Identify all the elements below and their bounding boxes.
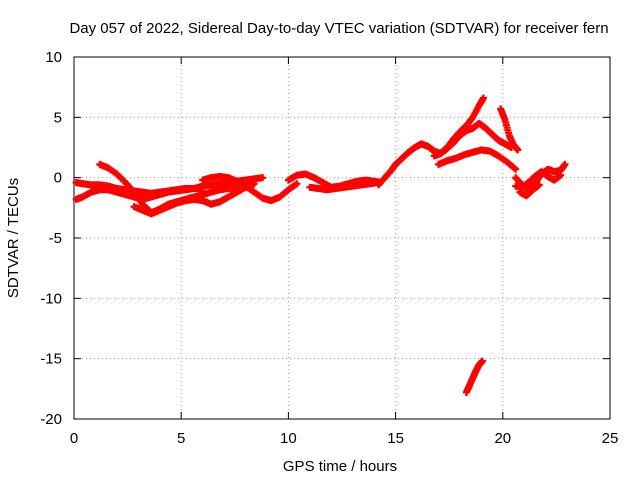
series-arc-14 [516,181,543,200]
data-point [557,171,565,179]
x-tick-label: 10 [280,430,297,447]
data-point [259,174,267,182]
x-tick-label: 5 [177,430,185,447]
y-tick-label: 5 [54,109,62,126]
y-axis-label: SDTVAR / TECUs [5,178,22,298]
y-tick-label: -15 [40,351,62,368]
data-point [250,180,258,188]
x-tick-label: 25 [602,430,619,447]
x-tick-label: 20 [494,430,511,447]
series-arc-13 [512,168,565,191]
series-arc-11 [497,105,522,154]
x-tick-label: 15 [387,430,404,447]
series-arc-4 [130,180,258,218]
series-arc-10 [434,146,520,173]
y-tick-label: 0 [54,170,62,187]
y-axis: -20 -15 -10 -5 0 5 10 [40,49,610,428]
data-point [480,94,488,102]
series-arc-5 [199,172,301,205]
series-arc-8 [374,94,488,189]
data-point [478,357,486,365]
series-arc-7 [306,178,382,194]
y-tick-label: -5 [49,230,62,247]
x-tick-label: 0 [70,430,78,447]
series-arc-9 [430,119,515,160]
data-point [561,160,569,168]
data-point [535,181,543,189]
x-axis: 0 5 10 15 20 25 [70,57,619,447]
chart-title: Day 057 of 2022, Sidereal Day-to-day VTE… [69,20,608,37]
y-tick-label: -20 [40,411,62,428]
y-tick-label: -10 [40,290,62,307]
x-axis-label: GPS time / hours [283,458,397,475]
grid [74,57,610,419]
data-point [293,180,301,188]
data-point [199,185,207,193]
data-series [72,94,569,396]
data-point [512,165,520,173]
data-point [514,146,522,154]
series-arc-15 [462,357,486,396]
y-tick-label: 10 [45,49,62,66]
